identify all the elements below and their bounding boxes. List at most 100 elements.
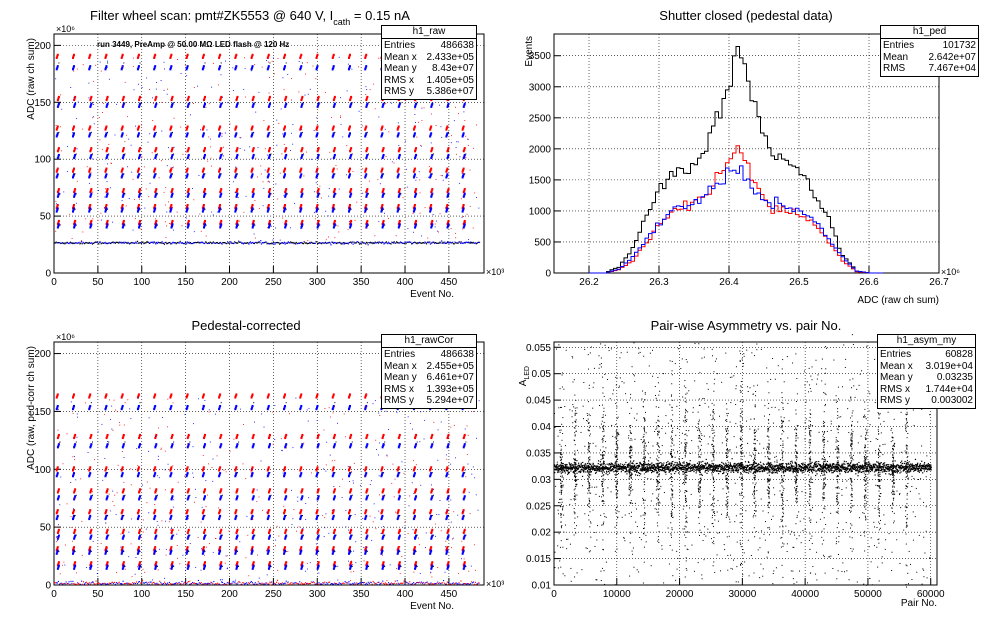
data-point-blue: [412, 517, 415, 521]
data-point-red: [73, 191, 76, 194]
data-point: [260, 173, 262, 175]
data-point-red: [463, 221, 466, 224]
data-point: [463, 111, 465, 113]
data-point: [118, 241, 120, 243]
data-point-blue: [380, 174, 383, 177]
data-point-red: [57, 188, 60, 191]
data-point-blue: [138, 446, 141, 449]
data-point-red: [106, 435, 109, 438]
data-point-red: [56, 547, 59, 550]
data-point-blue: [333, 534, 336, 537]
data-point-red: [218, 56, 221, 59]
data-point-red: [105, 491, 108, 494]
data-point-red: [429, 128, 432, 131]
data-point-blue: [300, 567, 303, 570]
data-point: [123, 424, 125, 426]
data-point-red: [185, 469, 188, 472]
data-point-red: [155, 219, 158, 223]
data-point-red: [316, 53, 319, 56]
data-point: [160, 448, 162, 450]
data-point: [125, 583, 127, 585]
data-point-red: [300, 509, 303, 512]
panel-cor: 0 50 100 150 200 250 300 350 400 450050100150200×…: [26, 318, 504, 612]
data-point: [153, 241, 155, 243]
data-point-blue: [122, 536, 125, 539]
data-point: [563, 467, 565, 469]
data-point: [451, 538, 453, 540]
data-point: [102, 582, 104, 584]
data-point: [285, 402, 287, 404]
data-point: [463, 242, 465, 244]
data-point-red: [430, 191, 433, 194]
data-point-blue: [380, 133, 383, 136]
data-point: [351, 441, 353, 443]
data-point-blue: [398, 153, 401, 157]
data-point-red: [333, 219, 336, 223]
data-point: [284, 582, 286, 584]
data-point-red: [283, 512, 286, 515]
data-point: [459, 156, 461, 158]
data-point-red: [397, 150, 400, 153]
data-point: [154, 504, 156, 505]
data-point-blue: [72, 173, 75, 176]
data-point-blue: [382, 566, 385, 569]
data-point: [396, 412, 398, 414]
data-point-red: [251, 53, 254, 56]
data-point-red: [169, 169, 172, 172]
data-point-blue: [171, 192, 174, 195]
data-point-red: [332, 466, 335, 469]
data-point-red: [218, 510, 221, 513]
data-point-blue: [268, 536, 271, 539]
data-point: [92, 80, 94, 82]
data-point-blue: [153, 552, 156, 555]
data-point: [92, 117, 94, 119]
data-point: [254, 241, 256, 244]
data-point: [172, 131, 174, 133]
data-point-red: [219, 393, 222, 396]
data-point: [342, 243, 344, 245]
data-point-red: [234, 394, 237, 398]
data-point: [567, 466, 569, 468]
data-point-blue: [251, 207, 254, 210]
data-point: [346, 145, 348, 147]
data-point: [222, 242, 224, 244]
data-point: [555, 469, 558, 471]
data-point: [123, 583, 125, 585]
data-point: [398, 494, 400, 496]
data-point: [406, 168, 407, 170]
data-point: [419, 192, 421, 194]
data-point-red: [348, 203, 351, 207]
data-point: [253, 131, 255, 133]
data-point-blue: [89, 195, 92, 198]
data-point-red: [382, 488, 385, 491]
data-point-red: [121, 436, 124, 440]
data-point-blue: [234, 176, 237, 179]
data-point-blue: [429, 551, 432, 554]
data-point-blue: [317, 192, 320, 195]
data-point: [117, 242, 120, 244]
data-point: [163, 89, 165, 91]
data-point: [398, 145, 400, 146]
data-point: [205, 193, 207, 195]
data-point-blue: [154, 173, 157, 176]
data-point-red: [88, 128, 91, 131]
data-point-blue: [430, 498, 433, 501]
data-point: [431, 472, 433, 474]
data-point: [208, 242, 210, 244]
data-point-red: [121, 510, 124, 513]
data-point: [109, 187, 111, 189]
data-point: [190, 242, 192, 245]
data-point: [338, 231, 340, 233]
data-point: [412, 583, 414, 585]
data-point-blue: [105, 404, 108, 408]
data-point: [318, 241, 320, 244]
data-point: [125, 205, 127, 207]
data-point: [225, 583, 227, 585]
data-point-red: [332, 203, 335, 207]
data-point: [267, 242, 269, 244]
data-point: [448, 494, 450, 496]
data-point: [325, 583, 327, 585]
data-point-red: [364, 205, 367, 208]
data-point: [462, 242, 464, 244]
data-point-red: [137, 53, 140, 56]
